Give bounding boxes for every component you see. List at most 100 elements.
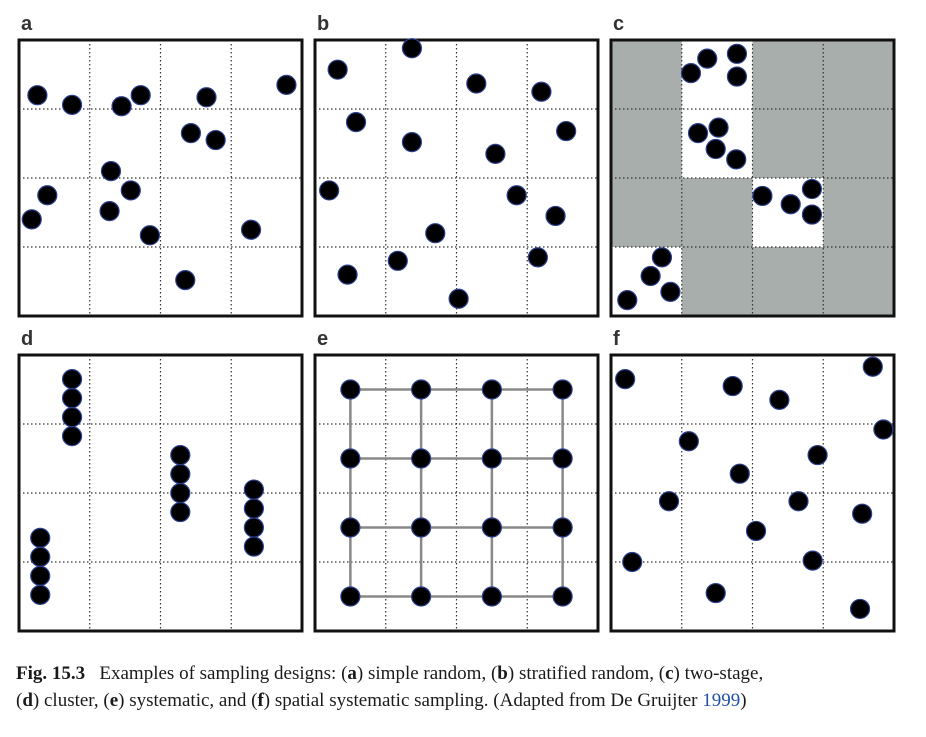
- sample-point: [531, 81, 552, 102]
- sample-point: [807, 444, 828, 466]
- sample-point: [27, 85, 48, 106]
- caption-letter-f: f: [257, 690, 264, 711]
- panel-letter-a: a: [21, 13, 33, 35]
- sample-point: [481, 517, 502, 538]
- sample-point: [240, 219, 262, 240]
- cluster-point: [61, 426, 83, 447]
- panel-letter-f: f: [613, 328, 620, 350]
- sample-point: [99, 201, 120, 222]
- caption-item-c: two-stage,: [684, 663, 764, 684]
- sample-point: [617, 290, 638, 311]
- panel-letter-e: e: [317, 328, 328, 350]
- cluster-point: [170, 444, 191, 466]
- sample-point: [801, 178, 823, 200]
- sample-point: [337, 264, 358, 285]
- sample-point: [387, 250, 408, 271]
- sample-point: [130, 85, 151, 106]
- sample-point: [411, 379, 432, 400]
- sample-point: [687, 123, 709, 144]
- sample-point: [527, 247, 548, 268]
- sample-point: [873, 419, 894, 440]
- sample-point: [697, 48, 718, 69]
- caption-letter-c: c: [665, 663, 674, 684]
- sample-point: [658, 491, 680, 512]
- sample-point: [100, 161, 122, 182]
- sample-point: [175, 270, 196, 291]
- cluster-point: [170, 463, 191, 485]
- sample-point: [678, 431, 699, 452]
- sampling-designs-figure: a b c d e f: [17, 13, 896, 633]
- caption-letter-a: a: [347, 663, 357, 684]
- caption-item-b: stratified random, (: [518, 663, 666, 684]
- sample-point: [401, 132, 423, 153]
- cluster-point: [170, 482, 191, 504]
- sample-point: [788, 491, 809, 512]
- cluster-point: [30, 565, 51, 586]
- sample-point: [849, 598, 871, 620]
- sample-point: [556, 120, 577, 142]
- sample-point: [139, 225, 160, 246]
- caption-letter-e: e: [109, 690, 119, 711]
- caption-letter-d: d: [22, 690, 33, 711]
- sample-point: [545, 205, 566, 227]
- sample-point: [615, 369, 636, 390]
- sample-point: [705, 138, 726, 160]
- sample-point: [660, 281, 681, 302]
- cluster-point: [243, 536, 264, 557]
- caption-close: ): [740, 690, 747, 711]
- sample-point: [411, 586, 432, 607]
- caption-item-e: systematic, and (: [129, 690, 258, 711]
- sample-point: [340, 379, 361, 400]
- sample-point: [780, 194, 801, 215]
- sample-point: [180, 123, 202, 144]
- sample-point: [448, 288, 469, 309]
- cluster-point: [30, 546, 51, 567]
- sample-point: [801, 204, 823, 225]
- sample-point: [21, 209, 42, 230]
- sample-point: [862, 356, 883, 377]
- figure-caption: Fig. 15.3 Examples of sampling designs: …: [16, 663, 764, 711]
- cluster-point: [243, 498, 264, 519]
- sample-point: [722, 375, 743, 397]
- sample-point: [726, 43, 748, 64]
- sample-point: [37, 185, 58, 206]
- caption-item-f: spatial systematic sampling. (Adapted fr…: [274, 690, 703, 711]
- caption-item-d: cluster, (: [43, 690, 110, 711]
- cluster-point: [30, 584, 51, 605]
- sample-point: [111, 96, 132, 117]
- sample-point: [425, 223, 446, 244]
- sample-point: [340, 586, 361, 607]
- sample-point: [61, 94, 83, 115]
- sample-point: [411, 517, 432, 538]
- cluster-point: [243, 517, 264, 538]
- sample-point: [729, 463, 750, 484]
- panel-frame-b: [313, 38, 600, 318]
- sample-point: [345, 112, 367, 133]
- sample-point: [705, 582, 726, 604]
- panel-letter-c: c: [613, 13, 624, 35]
- sample-point: [506, 185, 527, 206]
- sample-point: [752, 185, 773, 207]
- sample-point: [401, 38, 423, 59]
- panel-frame-c: [609, 38, 896, 318]
- sample-point: [552, 379, 573, 400]
- sample-point: [622, 551, 643, 573]
- sample-point: [276, 74, 297, 95]
- sample-point: [852, 503, 873, 524]
- caption-reference-year: 1999: [702, 690, 741, 711]
- cluster-point: [170, 501, 191, 523]
- panel-frame-a: [17, 38, 304, 318]
- sample-point: [745, 520, 767, 542]
- sample-point: [552, 517, 573, 538]
- sample-point: [340, 517, 361, 538]
- cluster-point: [30, 527, 51, 548]
- sample-point: [640, 265, 661, 287]
- sample-point: [481, 586, 502, 607]
- sample-point: [327, 59, 348, 80]
- sample-point: [802, 550, 823, 571]
- sample-point: [485, 143, 506, 164]
- cluster-point: [61, 388, 83, 409]
- sample-point: [120, 180, 141, 201]
- sample-point: [319, 180, 340, 201]
- sample-point: [196, 87, 217, 108]
